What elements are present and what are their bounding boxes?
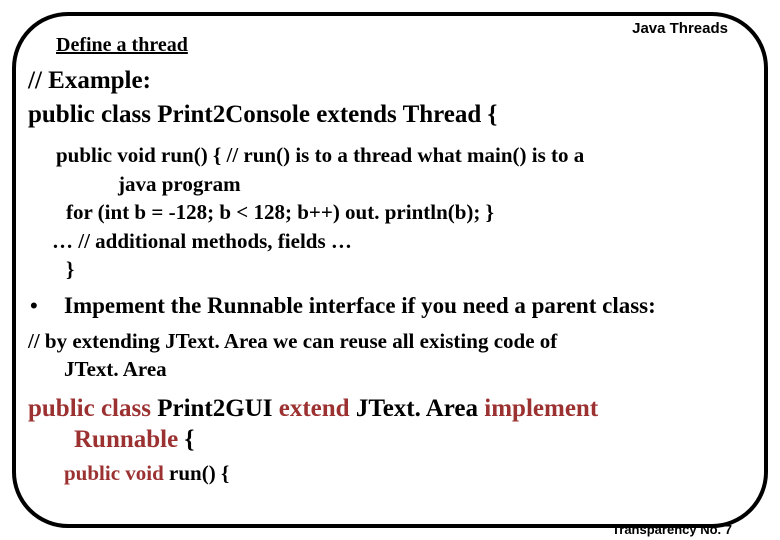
decl2-name: Print2GUI bbox=[151, 395, 279, 422]
reuse-comment: // by extending JText. Area we can reuse… bbox=[28, 328, 752, 383]
run-sig: run() { bbox=[164, 461, 229, 485]
class-declaration: public class Print2Console extends Threa… bbox=[28, 99, 752, 131]
slide-body: // Example: public class Print2Console e… bbox=[28, 65, 752, 486]
kw-runnable: Runnable bbox=[74, 426, 178, 453]
example-comment: // Example: bbox=[28, 65, 752, 97]
run-line-1: public void run() { // run() is to a thr… bbox=[56, 143, 584, 167]
run-line-2: java program bbox=[60, 170, 752, 199]
kw-extend: extend bbox=[279, 395, 350, 422]
additional-methods: … // additional methods, fields … bbox=[28, 227, 752, 256]
for-loop: for (int b = -128; b < 128; b++) out. pr… bbox=[28, 198, 752, 227]
run-method: public void run() { // run() is to a thr… bbox=[28, 141, 752, 198]
bullet-text: Impement the Runnable interface if you n… bbox=[64, 292, 656, 321]
bullet-icon: • bbox=[28, 292, 64, 320]
header-row: Define a thread Java Threads bbox=[28, 20, 752, 57]
run-decl-2: public void run() { bbox=[28, 460, 752, 487]
decl2-super: JText. Area bbox=[350, 395, 485, 422]
comment-line-2: JText. Area bbox=[28, 356, 752, 383]
class-decl-2: public class Print2GUI extend JText. Are… bbox=[28, 393, 752, 456]
slide-title: Define a thread bbox=[56, 34, 188, 57]
topic-label: Java Threads bbox=[632, 20, 728, 37]
kw-public-class: public class bbox=[28, 395, 151, 422]
closing-brace: } bbox=[28, 255, 752, 284]
kw-implement: implement bbox=[484, 395, 598, 422]
transparency-number: Transparency No. 7 bbox=[612, 522, 732, 537]
decl2-brace: { bbox=[178, 426, 194, 453]
slide-content: Define a thread Java Threads // Example:… bbox=[16, 16, 764, 524]
bullet-row: • Impement the Runnable interface if you… bbox=[28, 292, 752, 321]
comment-line-1: // by extending JText. Area we can reuse… bbox=[28, 329, 557, 353]
kw-public-void: public void bbox=[64, 461, 164, 485]
